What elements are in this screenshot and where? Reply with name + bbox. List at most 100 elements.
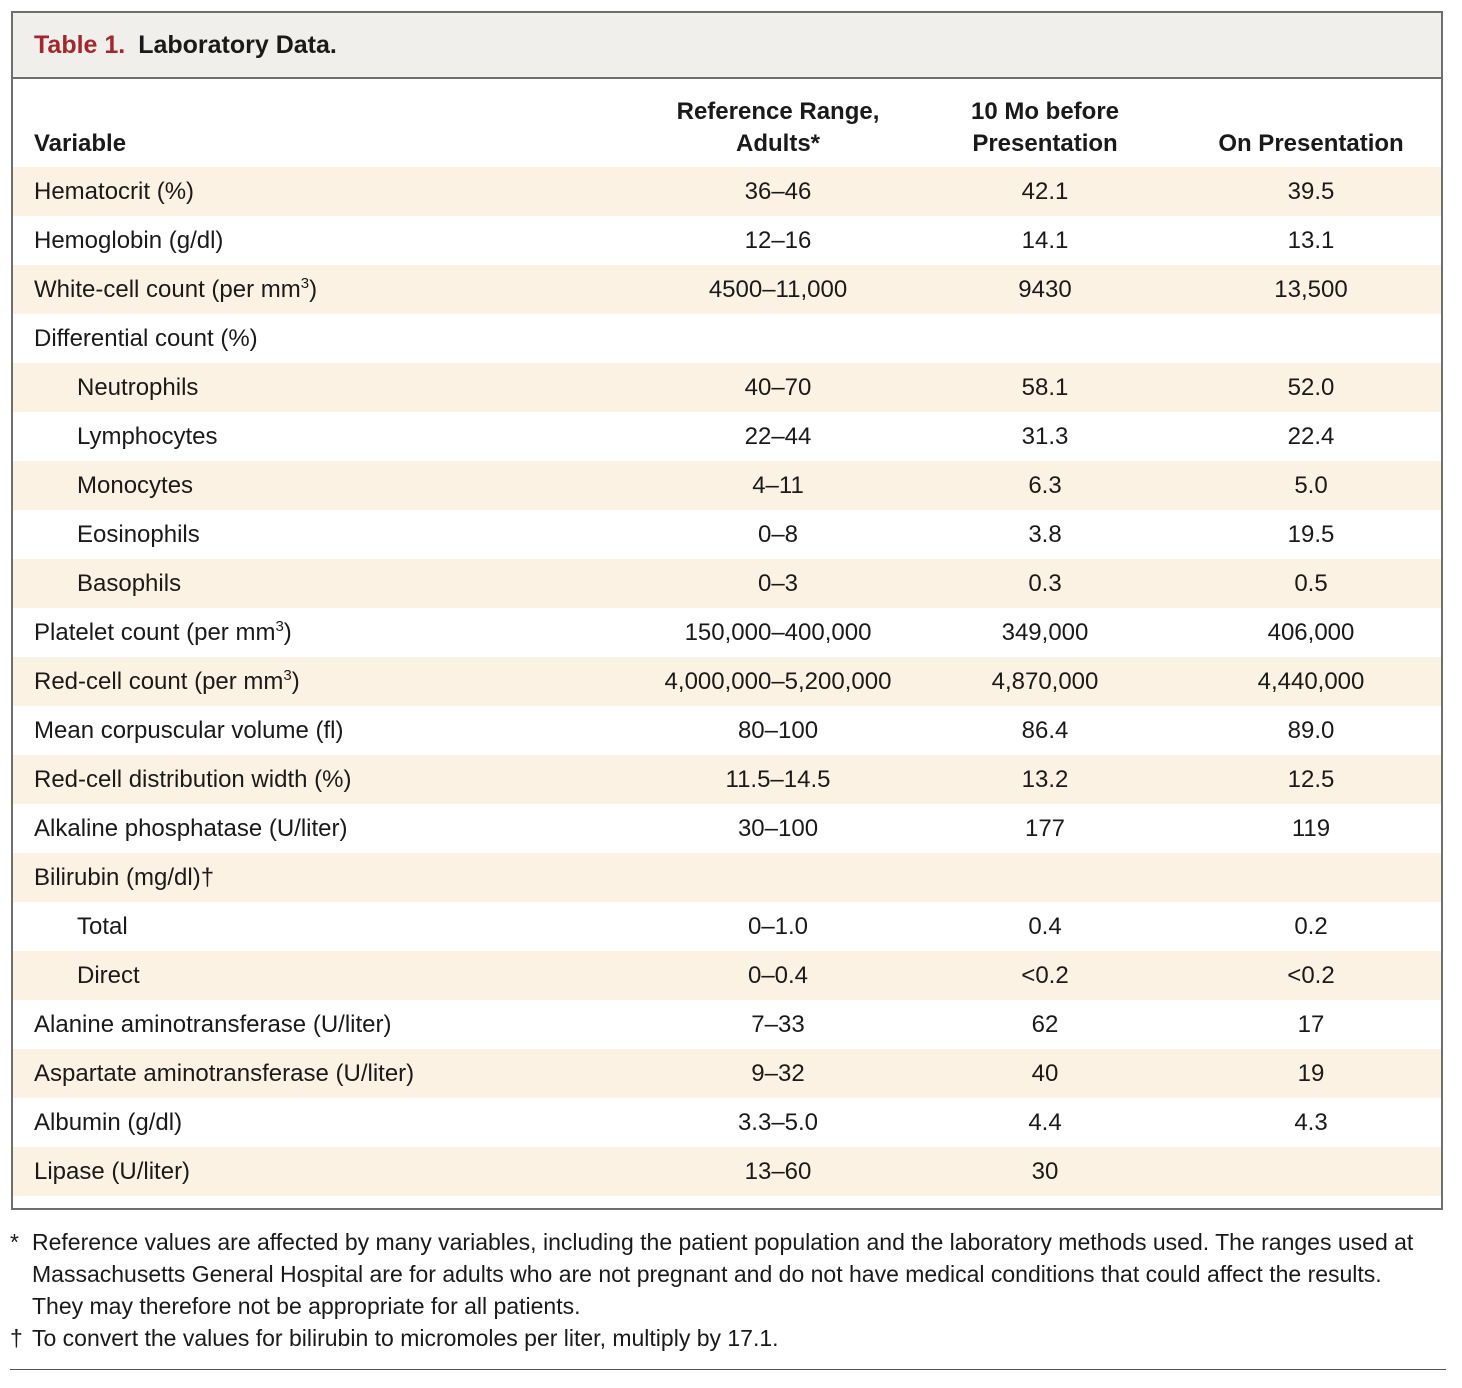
cell-variable: Hematocrit (%) xyxy=(34,177,195,205)
cell-variable: Monocytes xyxy=(77,471,194,499)
table-row: Monocytes 4–11 6.3 5.0 xyxy=(13,461,1441,510)
header-10-mo-before: 10 Mo before Presentation xyxy=(970,98,1120,157)
cell-variable: Total xyxy=(77,912,128,940)
cell-on-presentation: 5.0 xyxy=(1294,471,1328,499)
table-row: Red-cell count (per mm3) 4,000,000–5,200,… xyxy=(13,657,1441,706)
cell-variable: Direct xyxy=(77,961,140,989)
cell-reference-range: 0–8 xyxy=(757,520,799,548)
cell-10-mo-before: 14.1 xyxy=(1021,226,1069,254)
cell-reference-range: 3.3–5.0 xyxy=(737,1108,819,1136)
cell-on-presentation: <0.2 xyxy=(1287,961,1335,989)
table-row: Platelet count (per mm3) 150,000–400,000 3… xyxy=(13,608,1441,657)
cell-reference-range: 9–32 xyxy=(751,1059,805,1087)
table-row: Alanine aminotransferase (U/liter) 7–33 62… xyxy=(13,1000,1441,1049)
table-title-text: Laboratory Data. xyxy=(138,30,337,59)
cell-10-mo-before: 40 xyxy=(1031,1059,1059,1087)
table-row: Differential count (%) xyxy=(13,314,1441,363)
cell-10-mo-before: 9430 xyxy=(1018,275,1072,303)
cell-on-presentation: 89.0 xyxy=(1287,716,1335,744)
cell-variable: Red-cell count (per mm3) xyxy=(34,666,300,695)
table-row: Direct 0–0.4 <0.2 <0.2 xyxy=(13,951,1441,1000)
cell-on-presentation: 19 xyxy=(1297,1059,1325,1087)
cell-on-presentation: 119 xyxy=(1291,814,1331,842)
table-row: Basophils 0–3 0.3 0.5 xyxy=(13,559,1441,608)
cell-10-mo-before: 31.3 xyxy=(1021,422,1069,450)
table-header: Variable Reference Range, Adults* 10 Mo … xyxy=(13,79,1441,167)
cell-variable: Hemoglobin (g/dl) xyxy=(34,226,224,254)
cell-variable: Bilirubin (mg/dl)† xyxy=(34,863,215,891)
cell-reference-range: 80–100 xyxy=(737,716,819,744)
cell-reference-range: 0–3 xyxy=(757,569,799,597)
cell-reference-range: 7–33 xyxy=(751,1010,805,1038)
cell-10-mo-before: 177 xyxy=(1024,814,1066,842)
cell-on-presentation: 19.5 xyxy=(1287,520,1335,548)
cell-variable: Platelet count (per mm3) xyxy=(34,617,292,646)
cell-on-presentation: 4.3 xyxy=(1294,1108,1328,1136)
table-row: Hematocrit (%) 36–46 42.1 39.5 xyxy=(13,167,1441,216)
table-row: Eosinophils 0–8 3.8 19.5 xyxy=(13,510,1441,559)
table-row: Alkaline phosphatase (U/liter) 30–100 177 1… xyxy=(13,804,1441,853)
cell-on-presentation: 0.5 xyxy=(1294,569,1328,597)
cell-variable: White-cell count (per mm3) xyxy=(34,274,318,303)
cell-on-presentation: 12.5 xyxy=(1287,765,1335,793)
cell-10-mo-before: 13.2 xyxy=(1021,765,1069,793)
header-reference-range: Reference Range, Adults* xyxy=(676,98,880,157)
cell-variable: Eosinophils xyxy=(77,520,200,548)
cell-reference-range: 22–44 xyxy=(744,422,812,450)
cell-variable: Red-cell distribution width (%) xyxy=(34,765,352,793)
cell-reference-range: 11.5–14.5 xyxy=(725,765,831,793)
table-row: Neutrophils 40–70 58.1 52.0 xyxy=(13,363,1441,412)
cell-on-presentation: 39.5 xyxy=(1287,177,1335,205)
table-title: Table 1. Laboratory Data. xyxy=(13,13,1441,79)
cell-reference-range: 4–11 xyxy=(752,471,804,499)
table-row: Lymphocytes 22–44 31.3 22.4 xyxy=(13,412,1441,461)
table-row: Albumin (g/dl) 3.3–5.0 4.4 4.3 xyxy=(13,1098,1441,1147)
table-row: Red-cell distribution width (%) 11.5–14.5… xyxy=(13,755,1441,804)
cell-10-mo-before: 42.1 xyxy=(1021,177,1069,205)
lab-data-table: Table 1. Laboratory Data. Variable Refer… xyxy=(11,11,1443,1210)
cell-variable: Alkaline phosphatase (U/liter) xyxy=(34,814,348,842)
cell-reference-range: 4,000,000–5,200,000 xyxy=(664,667,892,695)
cell-10-mo-before: 0.4 xyxy=(1028,912,1062,940)
cell-variable: Basophils xyxy=(77,569,182,597)
cell-reference-range: 0–1.0 xyxy=(747,912,809,940)
footnote-reference: * Reference values are affected by many … xyxy=(10,1229,1414,1319)
cell-reference-range: 13–60 xyxy=(744,1157,812,1185)
table-row: Lipase (U/liter) 13–60 30 xyxy=(13,1147,1441,1196)
cell-reference-range: 150,000–400,000 xyxy=(684,618,872,646)
footnotes: * Reference values are affected by many … xyxy=(10,1226,1430,1354)
cell-reference-range: 0–0.4 xyxy=(747,961,809,989)
cell-variable: Differential count (%) xyxy=(34,324,258,352)
cell-variable: Aspartate aminotransferase (U/liter) xyxy=(34,1059,415,1087)
cell-10-mo-before: 86.4 xyxy=(1021,716,1069,744)
cell-on-presentation: 13,500 xyxy=(1274,275,1348,303)
cell-10-mo-before: 349,000 xyxy=(1001,618,1089,646)
cell-on-presentation: 406,000 xyxy=(1267,618,1355,646)
cell-on-presentation: 0.2 xyxy=(1294,912,1328,940)
footnote-bilirubin: † To convert the values for bilirubin to… xyxy=(10,1325,779,1351)
cell-on-presentation: 22.4 xyxy=(1287,422,1335,450)
bottom-rule xyxy=(10,1369,1446,1370)
cell-variable: Alanine aminotransferase (U/liter) xyxy=(34,1010,392,1038)
cell-10-mo-before: <0.2 xyxy=(1021,961,1069,989)
cell-reference-range: 40–70 xyxy=(744,373,812,401)
cell-10-mo-before: 0.3 xyxy=(1028,569,1062,597)
header-on-presentation: On Presentation xyxy=(1218,130,1404,157)
cell-reference-range: 36–46 xyxy=(744,177,812,205)
cell-on-presentation: 52.0 xyxy=(1287,373,1335,401)
cell-variable: Lymphocytes xyxy=(77,422,218,450)
cell-on-presentation: 13.1 xyxy=(1287,226,1335,254)
table-row: Aspartate aminotransferase (U/liter) 9–32… xyxy=(13,1049,1441,1098)
table-body: Hematocrit (%) 36–46 42.1 39.5 Hemoglobin (g… xyxy=(13,167,1441,1196)
cell-reference-range: 12–16 xyxy=(744,226,812,254)
table-row: Mean corpuscular volume (fl) 80–100 86.4 89… xyxy=(13,706,1441,755)
header-variable: Variable xyxy=(34,130,127,157)
table-row: White-cell count (per mm3) 4500–11,000 943… xyxy=(13,265,1441,314)
table-number: Table 1. xyxy=(34,30,126,59)
cell-variable: Neutrophils xyxy=(77,373,199,401)
cell-10-mo-before: 3.8 xyxy=(1028,520,1062,548)
table-row: Hemoglobin (g/dl) 12–16 14.1 13.1 xyxy=(13,216,1441,265)
cell-on-presentation: 17 xyxy=(1297,1010,1325,1038)
cell-on-presentation: 4,440,000 xyxy=(1257,667,1365,695)
cell-10-mo-before: 4.4 xyxy=(1028,1108,1062,1136)
